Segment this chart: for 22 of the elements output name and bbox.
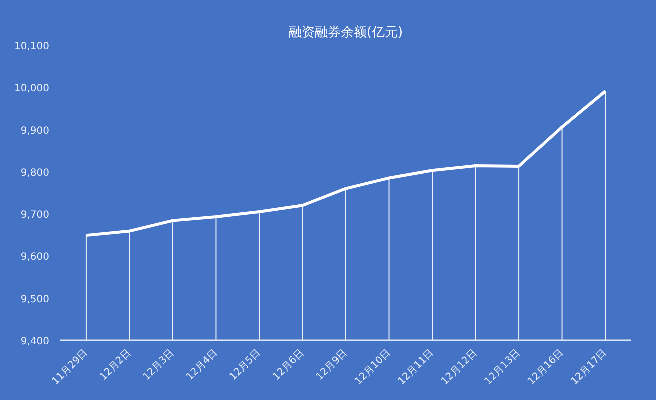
- x-tick-label: 12月5日: [228, 348, 264, 384]
- x-tick-label: 12月6日: [271, 348, 307, 384]
- x-tick-label: 12月11日: [396, 348, 436, 388]
- y-tick-label: 9,700: [20, 210, 50, 222]
- x-tick-label: 12月17日: [570, 348, 610, 388]
- x-tick-label: 12月16日: [526, 348, 566, 388]
- y-tick-label: 9,800: [20, 168, 50, 179]
- chart-title: 融资融券余额(亿元): [288, 26, 404, 40]
- y-tick-label: 10,000: [14, 84, 50, 95]
- y-tick-label: 10,100: [14, 42, 50, 52]
- x-tick-label: 12月13日: [483, 348, 523, 388]
- x-tick-label: 12月10日: [353, 348, 394, 388]
- y-tick-label: 9,900: [20, 126, 50, 137]
- x-tick-label: 12月3日: [141, 348, 177, 384]
- y-tick-label: 9,400: [20, 336, 50, 348]
- y-tick-label: 9,500: [20, 294, 50, 306]
- x-tick-label: 12月9日: [314, 348, 350, 384]
- x-tick-label: 12月12日: [440, 348, 480, 388]
- y-tick-label: 9,600: [20, 252, 50, 264]
- x-tick-label: 11月29日: [50, 348, 90, 388]
- x-tick-label: 12月4日: [184, 348, 220, 384]
- x-tick-label: 12月2日: [98, 348, 134, 384]
